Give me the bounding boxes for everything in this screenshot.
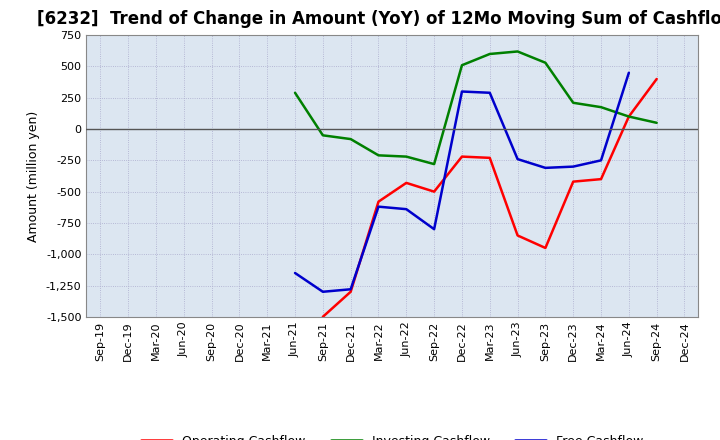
Investing Cashflow [402, 154, 410, 159]
Free Cashflow [346, 286, 355, 292]
Line: Free Cashflow: Free Cashflow [295, 73, 629, 292]
Free Cashflow [318, 289, 327, 294]
Free Cashflow [402, 206, 410, 212]
Operating Cashflow [652, 77, 661, 82]
Free Cashflow [597, 158, 606, 163]
Free Cashflow [624, 70, 633, 75]
Free Cashflow [541, 165, 550, 171]
Operating Cashflow [346, 289, 355, 294]
Operating Cashflow [569, 179, 577, 184]
Investing Cashflow [541, 60, 550, 66]
Investing Cashflow [569, 100, 577, 106]
Operating Cashflow [597, 176, 606, 182]
Legend: Operating Cashflow, Investing Cashflow, Free Cashflow: Operating Cashflow, Investing Cashflow, … [136, 430, 649, 440]
Operating Cashflow [318, 314, 327, 319]
Free Cashflow [569, 164, 577, 169]
Line: Investing Cashflow: Investing Cashflow [295, 51, 657, 164]
Title: [6232]  Trend of Change in Amount (YoY) of 12Mo Moving Sum of Cashflows: [6232] Trend of Change in Amount (YoY) o… [37, 10, 720, 28]
Free Cashflow [458, 89, 467, 94]
Operating Cashflow [624, 114, 633, 119]
Free Cashflow [374, 204, 383, 209]
Y-axis label: Amount (million yen): Amount (million yen) [27, 110, 40, 242]
Line: Operating Cashflow: Operating Cashflow [323, 79, 657, 317]
Investing Cashflow [597, 105, 606, 110]
Free Cashflow [291, 270, 300, 275]
Investing Cashflow [430, 161, 438, 167]
Investing Cashflow [652, 120, 661, 125]
Operating Cashflow [485, 155, 494, 161]
Operating Cashflow [541, 246, 550, 251]
Investing Cashflow [624, 114, 633, 119]
Operating Cashflow [458, 154, 467, 159]
Investing Cashflow [458, 62, 467, 68]
Investing Cashflow [513, 49, 522, 54]
Investing Cashflow [346, 136, 355, 142]
Investing Cashflow [485, 51, 494, 57]
Operating Cashflow [513, 233, 522, 238]
Operating Cashflow [402, 180, 410, 186]
Investing Cashflow [374, 153, 383, 158]
Operating Cashflow [430, 189, 438, 194]
Free Cashflow [485, 90, 494, 95]
Free Cashflow [430, 227, 438, 232]
Investing Cashflow [318, 133, 327, 138]
Free Cashflow [513, 157, 522, 162]
Investing Cashflow [291, 90, 300, 95]
Operating Cashflow [374, 199, 383, 204]
